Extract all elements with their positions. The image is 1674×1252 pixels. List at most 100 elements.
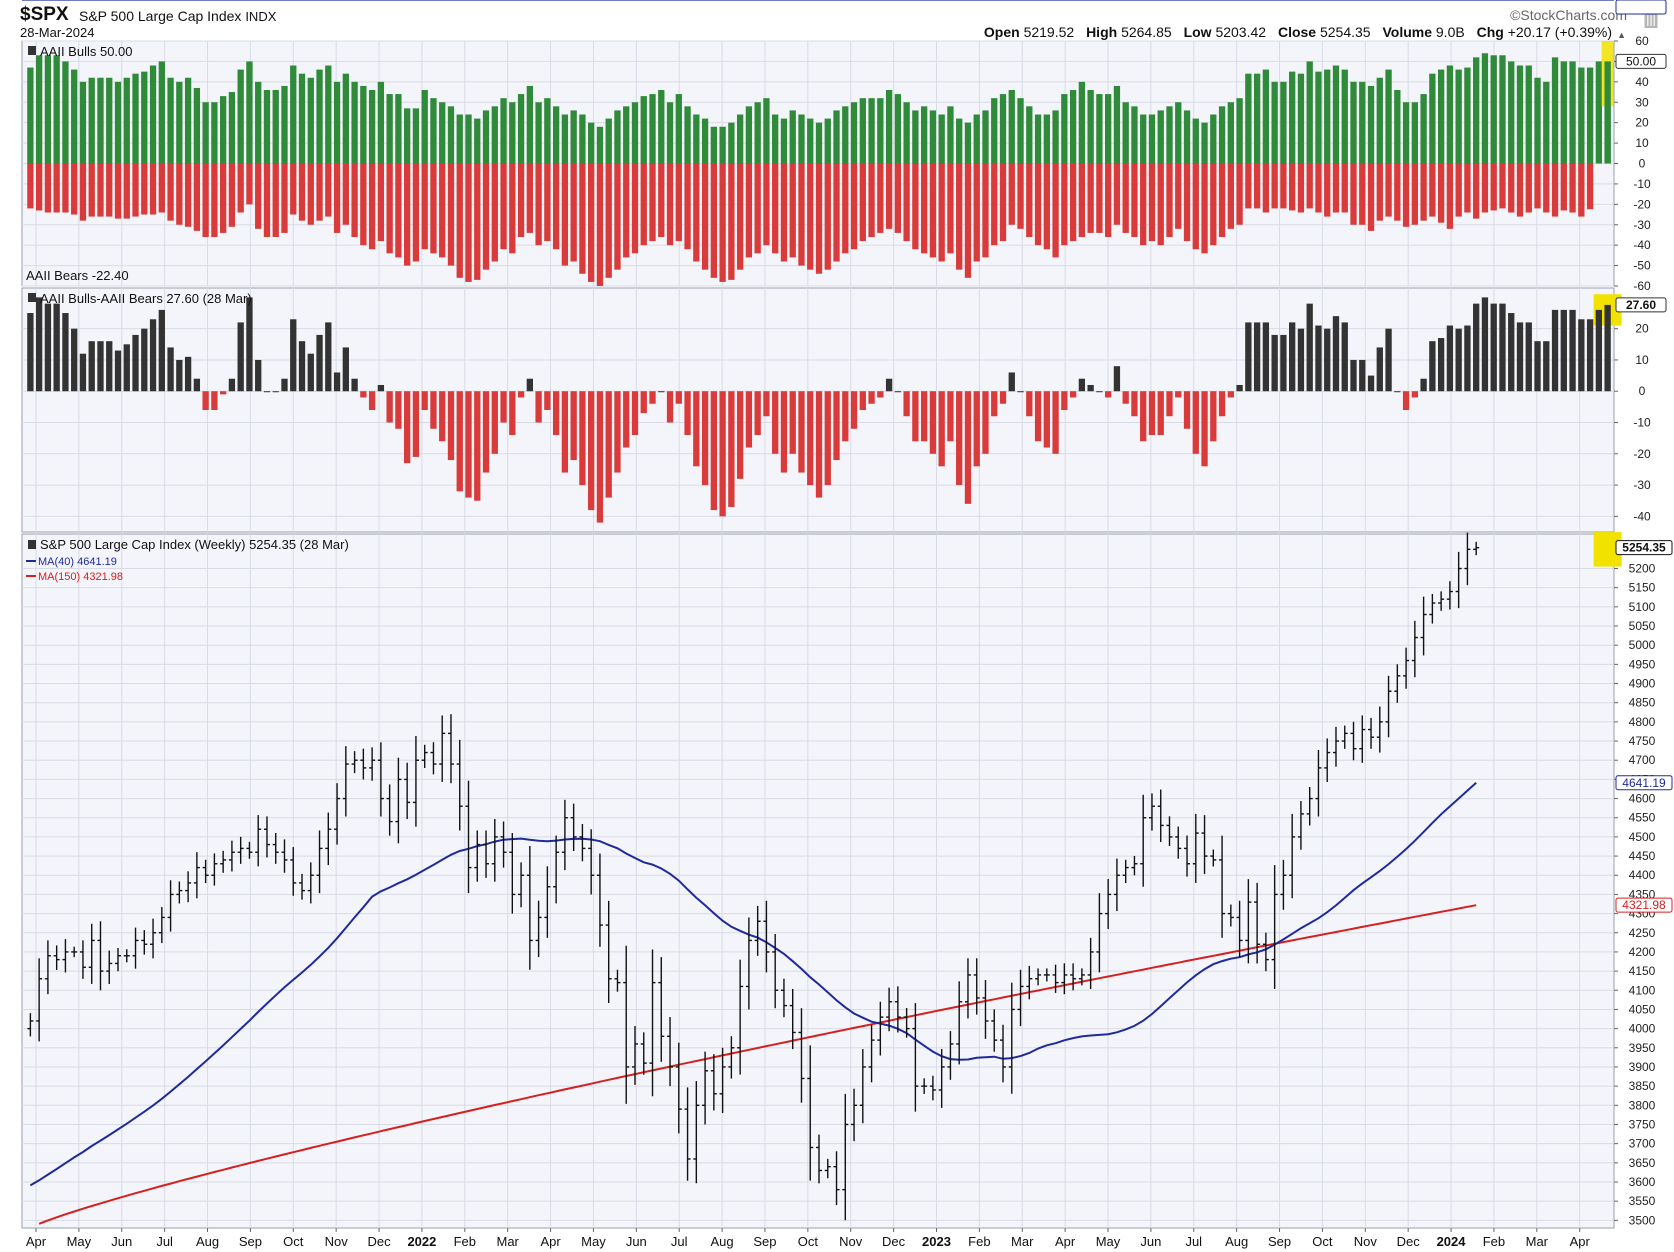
bears-bar [1096, 163, 1103, 233]
bulls-bar [1218, 106, 1226, 164]
bears-bar [106, 163, 113, 217]
bulls-bar [640, 96, 647, 164]
chg-label: Chg [1476, 24, 1504, 40]
sentiment-y-tick-label: -60 [1633, 279, 1651, 293]
volume-value: 9.0B [1435, 24, 1465, 40]
bears-bar [1131, 163, 1138, 237]
bears-bar [640, 163, 647, 246]
spread-bar [1324, 328, 1331, 392]
bulls-bar [1008, 90, 1015, 164]
spread-legend-swatch [28, 293, 36, 302]
price-bar [1455, 551, 1462, 609]
price-bar [964, 958, 971, 1019]
price-bar [1122, 859, 1129, 884]
price-bar [1324, 738, 1331, 783]
spread-bar [1052, 391, 1059, 454]
spread-bar [255, 359, 262, 392]
spread-bar [1411, 391, 1418, 398]
price-bar [228, 840, 235, 872]
spread-bar [780, 391, 788, 473]
bears-bar [53, 163, 60, 213]
price-bar [1271, 865, 1278, 989]
x-tick-label: Mar [1526, 1234, 1549, 1249]
price-bar [1192, 813, 1199, 883]
bulls-bar [1245, 73, 1252, 164]
bulls-bar [1069, 90, 1077, 164]
spread-bar [1551, 309, 1559, 392]
bears-bar [1429, 163, 1436, 217]
bulls-bar [114, 81, 122, 164]
bulls-bar [815, 122, 823, 164]
spread-bar [701, 391, 709, 486]
spread-bar [649, 391, 656, 404]
price-bar [474, 830, 481, 882]
price-y-tick-label: 4450 [1629, 849, 1656, 863]
ma40-legend: MA(40) 4641.19 [38, 556, 117, 568]
bulls-bar [360, 85, 367, 164]
collapse-arrow-icon[interactable]: ▲ [1617, 30, 1626, 40]
bulls-bar [325, 65, 332, 164]
price-bar [272, 832, 279, 864]
bears-bar [1306, 163, 1313, 209]
bulls-bar [1306, 61, 1313, 164]
bears-bar [991, 163, 998, 246]
spread-bar [517, 391, 525, 398]
bears-legend: AAII Bears -22.40 [26, 268, 129, 283]
price-bar [491, 818, 498, 882]
price-bar [141, 930, 148, 955]
bears-bar [658, 163, 665, 237]
price-bar [518, 862, 525, 908]
bears-bar [579, 163, 586, 274]
bears-bar [439, 163, 446, 258]
spread-bar [62, 313, 69, 392]
bears-bar [1516, 163, 1524, 217]
spread-bar [1560, 309, 1567, 392]
price-y-tick-label: 3550 [1629, 1194, 1656, 1208]
bulls-bar [526, 85, 533, 164]
spread-bar [1131, 391, 1138, 417]
spread-bar [1367, 375, 1375, 392]
price-bar [377, 742, 384, 817]
bulls-bar [491, 106, 498, 164]
bulls-bar [754, 102, 761, 164]
bulls-bar [1367, 85, 1375, 164]
price-bar [316, 830, 323, 894]
price-bar [1297, 801, 1304, 850]
bears-bar [842, 163, 849, 254]
spread-bar [71, 328, 78, 392]
price-bar [1341, 725, 1348, 749]
spread-bar [412, 391, 420, 457]
price-y-tick-label: 5200 [1629, 562, 1656, 576]
bears-bar [246, 163, 253, 205]
price-bar [789, 988, 796, 1050]
bears-bar [298, 163, 306, 221]
spread-bar [491, 391, 498, 454]
bulls-bar [666, 102, 674, 164]
bulls-bar [1508, 61, 1515, 164]
price-y-tick-label: 5000 [1629, 638, 1656, 652]
bears-bar [517, 163, 525, 237]
price-bar [202, 859, 209, 884]
bears-bar [947, 163, 954, 254]
bears-bar [79, 163, 87, 221]
bears-bar [184, 163, 192, 227]
bulls-bar [228, 92, 236, 164]
spread-bar [1183, 391, 1191, 429]
bears-bar [649, 163, 656, 242]
x-tick-label: 2022 [407, 1234, 436, 1249]
spread-bar [1201, 391, 1208, 467]
price-bar [754, 905, 761, 956]
spread-bar [1262, 322, 1270, 392]
bears-bar [719, 163, 726, 282]
price-bar [1113, 858, 1120, 912]
bears-bar [1411, 163, 1418, 225]
x-tick-label: May [581, 1234, 606, 1249]
bulls-bar [368, 90, 376, 164]
bulls-bar [894, 94, 902, 164]
bulls-bar [1569, 61, 1576, 164]
bulls-bar [1210, 114, 1217, 164]
bulls-bar [79, 81, 87, 164]
spread-bar [298, 341, 306, 392]
bulls-bar [1490, 55, 1497, 164]
bulls-bar [1551, 57, 1559, 164]
